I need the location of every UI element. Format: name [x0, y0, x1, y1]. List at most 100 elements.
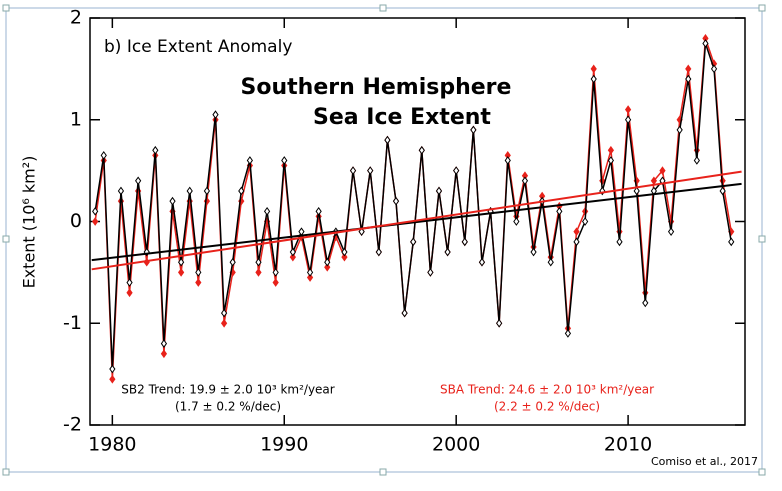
- data-point: [203, 186, 211, 196]
- data-point: [624, 105, 632, 114]
- data-point: [470, 125, 477, 135]
- credit: Comiso et al., 2017: [651, 455, 758, 468]
- data-point: [496, 318, 503, 328]
- handle: [758, 235, 766, 243]
- data-point: [195, 268, 202, 277]
- y-tick-label: -2: [63, 414, 82, 436]
- handle: [2, 235, 10, 243]
- data-point: [435, 186, 443, 196]
- data-point: [564, 329, 572, 338]
- data-point: [685, 74, 692, 84]
- x-tick-label: 2000: [432, 434, 480, 456]
- data-point: [160, 339, 168, 348]
- data-point: [702, 39, 709, 48]
- data-point: [728, 237, 735, 247]
- data-point: [255, 268, 262, 277]
- data-point: [590, 64, 597, 74]
- data-point: [306, 268, 314, 277]
- y-tick-label: -1: [63, 312, 82, 334]
- data-point: [607, 145, 615, 155]
- frame: [5, 7, 763, 473]
- data-point: [152, 145, 159, 155]
- data-point: [349, 166, 357, 175]
- data-point: [659, 166, 666, 175]
- data-point: [573, 227, 580, 237]
- data-point: [212, 110, 219, 120]
- data-point: [719, 186, 726, 196]
- data-point: [178, 268, 185, 277]
- data-point: [367, 166, 374, 175]
- trend-annotation: SB2 Trend: 19.9 ± 2.0 10³ km²/year: [121, 383, 335, 397]
- handle: [758, 468, 766, 476]
- data-point: [642, 298, 649, 308]
- data-point: [315, 206, 322, 216]
- data-point: [392, 196, 400, 206]
- data-point: [384, 135, 391, 145]
- data-point: [109, 364, 116, 374]
- data-point: [685, 64, 692, 74]
- data-point: [281, 156, 288, 165]
- data-point: [607, 156, 615, 165]
- data-point: [410, 237, 417, 247]
- panel-label: b) Ice Extent Anomaly: [104, 37, 292, 57]
- data-point: [324, 257, 331, 267]
- data-point: [513, 217, 520, 226]
- data-point: [667, 227, 675, 237]
- data-point: [169, 196, 176, 206]
- handle: [379, 468, 387, 476]
- chart-title: Southern Hemisphere: [241, 75, 512, 100]
- data-point: [255, 257, 262, 267]
- data-point: [238, 186, 245, 196]
- data-point: [573, 237, 580, 247]
- data-point: [478, 257, 486, 267]
- data-point: [246, 156, 253, 165]
- trend-annotation: (2.2 ± 0.2 %/dec): [494, 400, 600, 414]
- handle: [2, 4, 10, 12]
- data-point: [624, 115, 632, 125]
- data-point: [229, 257, 236, 267]
- data-point: [590, 74, 597, 84]
- x-tick-label: 1990: [260, 434, 308, 456]
- data-point: [461, 237, 468, 247]
- data-point: [306, 273, 314, 282]
- data-point: [341, 252, 348, 262]
- y-tick-label: 0: [70, 210, 82, 232]
- data-point: [135, 176, 142, 186]
- data-point: [444, 247, 451, 257]
- handle: [379, 4, 387, 12]
- data-point: [324, 262, 331, 272]
- data-point: [100, 151, 107, 160]
- data-point: [92, 217, 99, 226]
- x-tick-label: 2010: [604, 434, 652, 456]
- data-point: [530, 247, 537, 257]
- data-point: [375, 247, 382, 257]
- data-point: [160, 349, 168, 359]
- data-point: [341, 247, 348, 257]
- data-point: [109, 374, 116, 384]
- data-point: [633, 186, 640, 196]
- data-point: [504, 156, 511, 165]
- data-point: [178, 257, 185, 267]
- data-point: [126, 278, 133, 287]
- data-point: [582, 217, 589, 226]
- x-tick-label: 1980: [88, 434, 136, 456]
- trend-line: [91, 182, 742, 262]
- chart-title: Sea Ice Extent: [313, 105, 491, 130]
- data-point: [521, 176, 529, 186]
- data-point: [676, 125, 683, 135]
- data-point: [453, 166, 460, 175]
- handle: [758, 4, 766, 12]
- data-point: [427, 268, 434, 277]
- data-point: [401, 308, 408, 318]
- trend-line: [91, 170, 742, 271]
- trend-annotation: SBA Trend: 24.6 ± 2.0 10³ km²/year: [440, 383, 654, 397]
- data-point: [289, 247, 296, 257]
- trend-annotation: (1.7 ± 0.2 %/dec): [175, 400, 281, 414]
- data-point: [126, 288, 133, 298]
- y-tick-label: 2: [70, 7, 82, 29]
- data-point: [710, 64, 718, 74]
- data-point: [358, 227, 365, 237]
- data-point: [263, 206, 271, 216]
- y-tick-label: 1: [70, 108, 82, 130]
